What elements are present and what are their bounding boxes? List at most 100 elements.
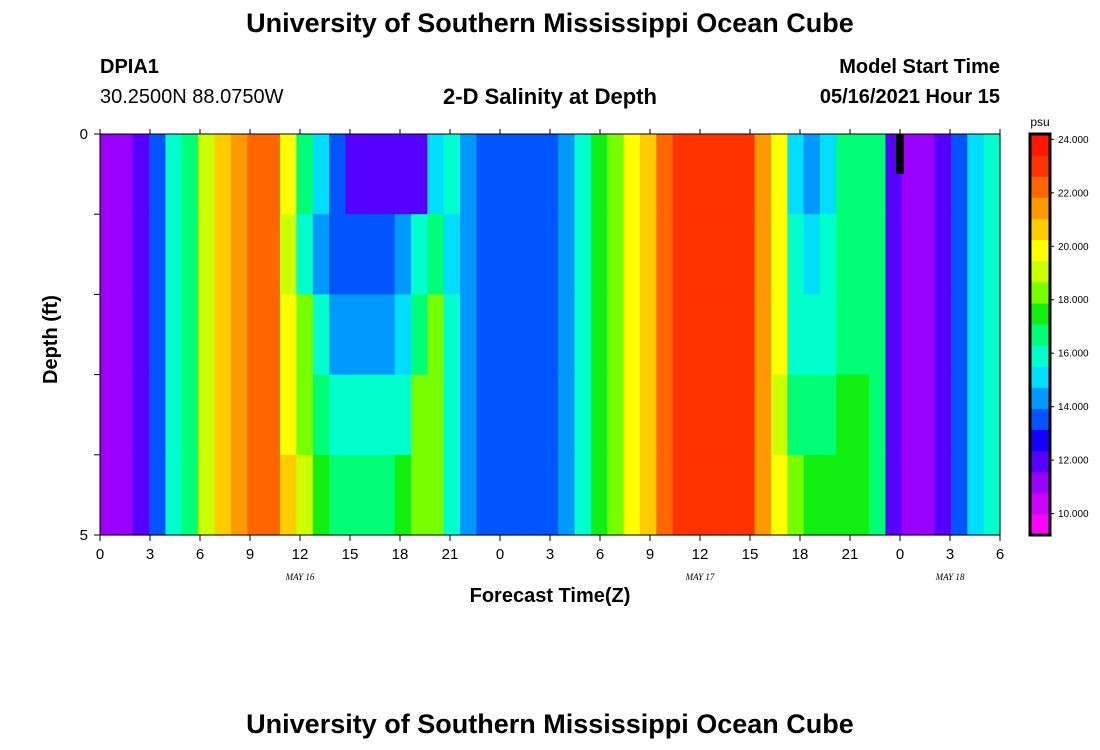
heatmap-cell xyxy=(934,134,952,215)
heatmap-cell xyxy=(787,134,805,215)
heatmap-cell xyxy=(656,214,674,295)
heatmap-cell xyxy=(640,214,657,295)
heatmap-cell xyxy=(198,134,216,215)
heatmap-cell xyxy=(296,454,314,536)
heatmap-cell xyxy=(476,214,494,295)
model-start-label: Model Start Time xyxy=(839,56,1000,78)
heatmap-cell xyxy=(181,454,199,536)
heatmap-cell xyxy=(574,214,592,295)
heatmap-cell xyxy=(950,134,968,215)
heatmap-cell xyxy=(640,134,657,215)
heatmap-cell xyxy=(803,214,821,295)
heatmap-cell xyxy=(869,214,887,295)
heatmap-cell xyxy=(378,134,396,215)
heatmap-cell xyxy=(918,214,936,295)
heatmap-cell xyxy=(345,454,363,536)
heatmap-cell xyxy=(754,134,772,215)
colorbar-tick-label: 18.000 xyxy=(1058,295,1089,306)
heatmap-cell xyxy=(656,374,674,456)
colorbar-segment xyxy=(1030,408,1050,431)
heatmap-cell xyxy=(803,134,821,215)
heatmap-cell xyxy=(427,134,445,215)
heatmap-cell xyxy=(754,374,772,456)
heatmap-cell xyxy=(165,214,183,295)
heatmap-cell xyxy=(803,454,821,536)
heatmap-cell xyxy=(230,374,248,456)
heatmap-cell xyxy=(656,454,674,536)
heatmap-cell xyxy=(263,134,281,215)
heatmap-cell xyxy=(410,374,428,456)
heatmap-cell xyxy=(754,294,772,376)
heatmap-cell xyxy=(885,454,903,536)
heatmap-cell xyxy=(574,294,592,376)
heatmap-cell xyxy=(541,294,559,376)
heatmap-cell xyxy=(410,214,428,295)
model-start-value: 05/16/2021 Hour 15 xyxy=(819,86,1000,108)
heatmap-cell xyxy=(165,454,183,536)
heatmap-cell xyxy=(165,134,183,215)
heatmap-cell xyxy=(492,454,510,536)
heatmap-cell xyxy=(378,374,396,456)
heatmap-cell xyxy=(460,214,477,295)
heatmap-cell xyxy=(427,294,445,376)
heatmap-cell xyxy=(132,134,150,215)
heatmap-cell xyxy=(803,294,821,376)
heatmap-cell xyxy=(280,374,297,456)
heatmap-cell xyxy=(100,294,117,376)
heatmap-cell xyxy=(607,134,625,215)
station-id: DPIA1 xyxy=(100,56,159,78)
heatmap-cell xyxy=(116,294,134,376)
heatmap-cell xyxy=(460,454,477,536)
heatmap-cell xyxy=(230,294,248,376)
heatmap-cell xyxy=(394,454,412,536)
heatmap-cell xyxy=(738,374,756,456)
heatmap-cell xyxy=(509,454,527,536)
colorbar-segment xyxy=(1030,323,1050,346)
heatmap-cell xyxy=(394,214,412,295)
heatmap-cell xyxy=(230,214,248,295)
heatmap-cell xyxy=(623,454,641,536)
colorbar-segment xyxy=(1030,387,1050,409)
heatmap-cell xyxy=(558,134,576,215)
date-label: MAY 16 xyxy=(285,572,315,582)
heatmap-cell xyxy=(427,214,445,295)
date-label: MAY 17 xyxy=(685,572,715,582)
heatmap-cell xyxy=(460,374,477,456)
heatmap-cell xyxy=(280,214,297,295)
heatmap-cell xyxy=(950,374,968,456)
colorbar-segment xyxy=(1030,492,1050,515)
heatmap-cell xyxy=(149,294,167,376)
colorbar-tick-label: 10.000 xyxy=(1058,509,1089,520)
heatmap-cell xyxy=(329,134,347,215)
colorbar-segment xyxy=(1030,366,1050,388)
heatmap-cell xyxy=(967,214,985,295)
heatmap-cell xyxy=(754,454,772,536)
heatmap-cell xyxy=(100,454,117,536)
heatmap-cell xyxy=(738,454,756,536)
heatmap-cell xyxy=(967,374,985,456)
colorbar-unit: psu xyxy=(1030,115,1049,129)
heatmap-cell xyxy=(836,294,854,376)
heatmap-cell xyxy=(672,294,690,376)
heatmap-cell xyxy=(820,374,837,456)
heatmap-cell xyxy=(705,214,723,295)
colorbar-tick-label: 12.000 xyxy=(1058,456,1089,467)
heatmap-cell xyxy=(623,134,641,215)
x-tick-label: 6 xyxy=(596,546,604,563)
heatmap-cell xyxy=(738,134,756,215)
heatmap-cell xyxy=(901,214,919,295)
heatmap-cell xyxy=(950,214,968,295)
heatmap-cell xyxy=(525,374,543,456)
heatmap-cell xyxy=(312,294,330,376)
heatmap-cell xyxy=(247,454,265,536)
x-axis-label: Forecast Time(Z) xyxy=(469,585,631,607)
heatmap-cell xyxy=(983,374,1001,456)
colorbar-segment xyxy=(1030,197,1050,220)
heatmap-cell xyxy=(198,214,216,295)
heatmap-cell xyxy=(836,374,854,456)
colorbar-segment xyxy=(1030,429,1050,452)
x-tick-label: 9 xyxy=(246,546,254,563)
heatmap-cell xyxy=(296,214,314,295)
heatmap-cell xyxy=(934,294,952,376)
heatmap-cell xyxy=(247,294,265,376)
